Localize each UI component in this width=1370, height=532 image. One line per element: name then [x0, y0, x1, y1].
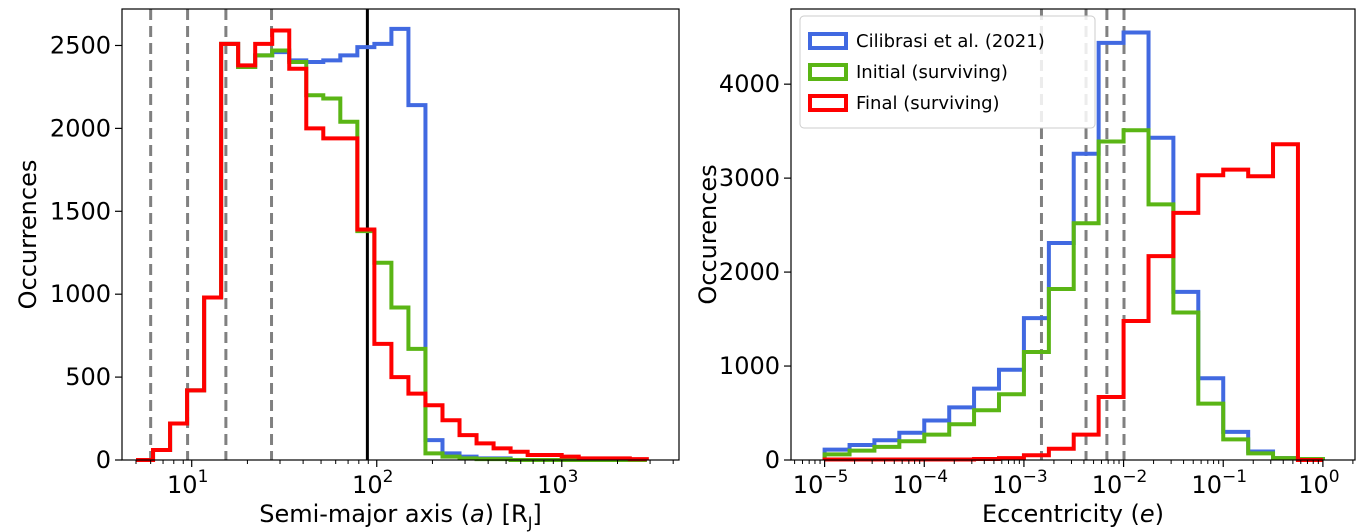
- legend-swatch: [808, 32, 848, 50]
- series-1-step-line: [822, 128, 1325, 462]
- x-tick-label: 10−2: [1092, 467, 1148, 499]
- eccentricity-histogram: 10−5 10−4 10−3 10−2 10−1 100 0 1000 2000 3000 400…: [694, 8, 1356, 528]
- legend-label: Cilibrasi et al. (2021): [856, 31, 1045, 52]
- x-tick-label: 100: [1298, 467, 1339, 499]
- semi-major-axis-histogram: 101 102 103 0 500 1000 1500 2000 2500 Semi-majo…: [14, 8, 680, 532]
- plot-area: [136, 9, 649, 462]
- series-2-step-line: [136, 28, 649, 462]
- y-axis-label: Occurences: [694, 164, 722, 304]
- y-tick-label: 0: [96, 446, 111, 474]
- x-axis-ticks: 101 102 103: [135, 460, 674, 499]
- legend-label: Final (surviving): [856, 93, 1000, 114]
- legend: Cilibrasi et al. (2021) Initial (survivin…: [799, 15, 1096, 129]
- x-axis-label: Semi-major axis (a) [RJ]: [259, 500, 542, 532]
- legend-entries: Cilibrasi et al. (2021) Initial (survivin…: [808, 31, 1045, 114]
- histogram-series: [136, 26, 649, 462]
- reference-lines: [149, 9, 369, 460]
- y-axis-label: Occurrences: [14, 160, 42, 310]
- x-tick-label: 10−5: [793, 467, 849, 499]
- axes-frame: [121, 8, 680, 461]
- axes-frame: [790, 8, 1356, 461]
- x-tick-label: 10−3: [992, 467, 1048, 499]
- y-tick-label: 0: [765, 446, 780, 474]
- x-tick-label: 10−4: [892, 467, 948, 499]
- y-tick-label: 1500: [50, 197, 111, 225]
- series-0-step-line: [136, 26, 647, 462]
- legend-frame: [799, 15, 1096, 129]
- x-axis-label: Eccentricity (e): [982, 500, 1164, 528]
- y-axis-ticks: 0 1000 2000 3000 4000: [719, 70, 791, 474]
- y-tick-label: 1000: [719, 352, 780, 380]
- y-tick-label: 500: [65, 363, 111, 391]
- legend-swatch: [808, 94, 848, 112]
- series-0-step-line: [822, 30, 1325, 462]
- x-tick-label: 102: [352, 467, 393, 499]
- y-tick-label: 2000: [719, 258, 780, 286]
- x-tick-label: 10−1: [1191, 467, 1247, 499]
- x-tick-label: 101: [167, 467, 208, 499]
- series-1-step-line: [136, 41, 647, 462]
- x-tick-label: 103: [537, 467, 578, 499]
- y-tick-label: 2500: [50, 31, 111, 59]
- y-tick-label: 1000: [50, 280, 111, 308]
- y-tick-label: 4000: [719, 70, 780, 98]
- y-axis-ticks: 0 500 1000 1500 2000 2500: [50, 31, 122, 474]
- x-axis-ticks: 10−5 10−4 10−3 10−2 10−1 100: [793, 460, 1354, 499]
- y-tick-label: 3000: [719, 164, 780, 192]
- legend-label: Initial (surviving): [856, 62, 1008, 83]
- y-tick-label: 2000: [50, 114, 111, 142]
- legend-swatch: [808, 63, 848, 81]
